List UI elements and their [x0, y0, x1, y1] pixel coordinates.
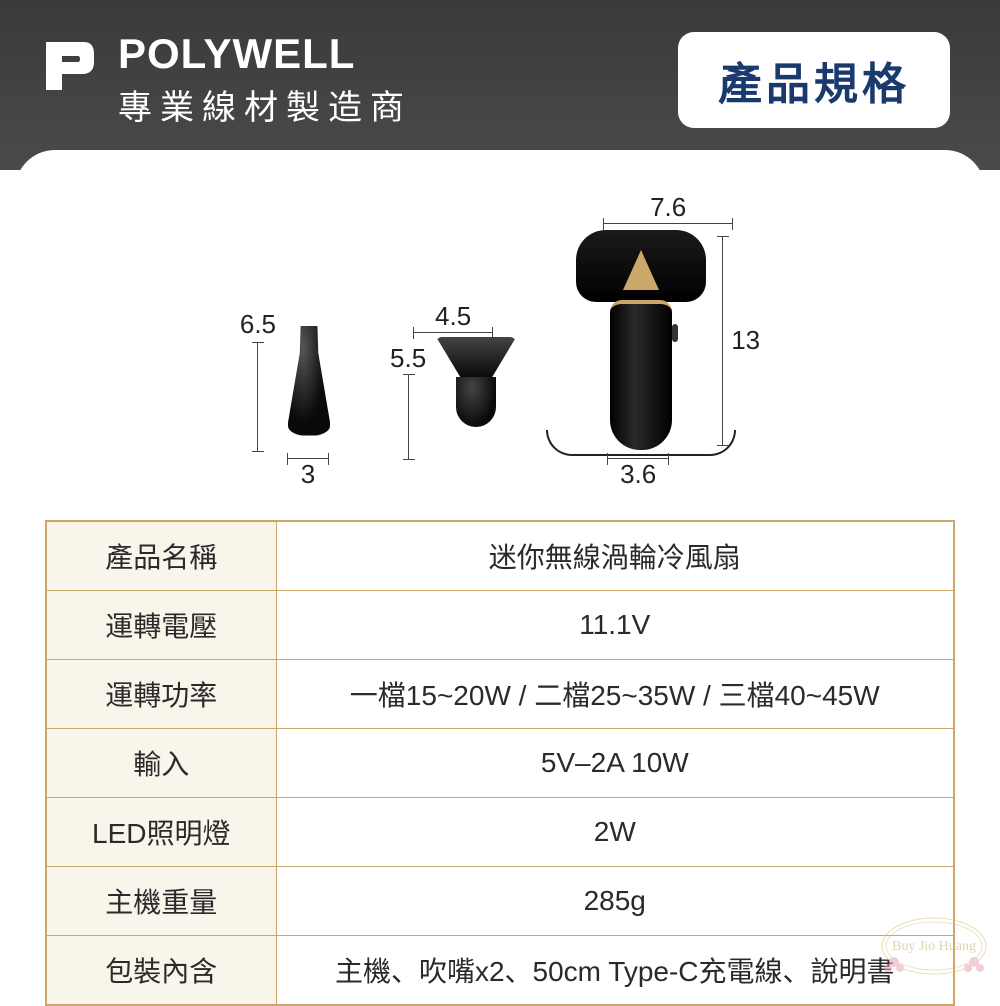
brand-name: POLYWELL: [118, 30, 412, 78]
nozzle-2: 4.5 5.5: [390, 301, 516, 460]
dim-nozzle1-width: 3: [301, 459, 315, 490]
table-row: 包裝內含主機、吹嘴x2、50cm Type-C充電線、說明書: [46, 936, 954, 1006]
spec-value: 285g: [276, 867, 954, 936]
logo-text: POLYWELL 專業線材製造商: [118, 30, 412, 129]
spec-label: LED照明燈: [46, 798, 276, 867]
spec-label: 運轉電壓: [46, 591, 276, 660]
brand-subtitle: 專業線材製造商: [118, 80, 412, 129]
nozzle2-shape: [436, 337, 516, 427]
table-row: 主機重量285g: [46, 867, 954, 936]
dim-nozzle1-height: 6.5: [240, 309, 276, 340]
spec-value: 一檔15~20W / 二檔25~35W / 三檔40~45W: [276, 660, 954, 729]
table-row: 產品名稱迷你無線渦輪冷風扇: [46, 521, 954, 591]
brand-logo-icon: [40, 36, 100, 96]
device-shape: [576, 230, 706, 450]
spec-table: 產品名稱迷你無線渦輪冷風扇運轉電壓11.1V運轉功率一檔15~20W / 二檔2…: [45, 520, 955, 1006]
spec-value: 迷你無線渦輪冷風扇: [276, 521, 954, 591]
spec-label: 主機重量: [46, 867, 276, 936]
main-device: 7.6 13 3.6: [576, 192, 760, 490]
table-row: 輸入5V–2A 10W: [46, 729, 954, 798]
table-row: 運轉功率一檔15~20W / 二檔25~35W / 三檔40~45W: [46, 660, 954, 729]
spec-label: 輸入: [46, 729, 276, 798]
logo-block: POLYWELL 專業線材製造商: [40, 30, 412, 129]
spec-value: 主機、吹嘴x2、50cm Type-C充電線、說明書: [276, 936, 954, 1006]
spec-value: 5V–2A 10W: [276, 729, 954, 798]
dim-device-height: 13: [731, 325, 760, 356]
spec-value: 2W: [276, 798, 954, 867]
table-row: 運轉電壓11.1V: [46, 591, 954, 660]
spec-label: 產品名稱: [46, 521, 276, 591]
spec-value: 11.1V: [276, 591, 954, 660]
header: POLYWELL 專業線材製造商 產品規格: [0, 0, 1000, 170]
dimension-diagram: 6.5 3 4.5 5.5: [45, 180, 955, 510]
dim-nozzle2-height: 5.5: [390, 343, 426, 374]
nozzle1-shape: [288, 326, 330, 436]
spec-label: 包裝內含: [46, 936, 276, 1006]
table-row: LED照明燈2W: [46, 798, 954, 867]
spec-badge: 產品規格: [678, 32, 950, 128]
content-card: 6.5 3 4.5 5.5: [15, 150, 985, 985]
dim-nozzle2-topwidth: 4.5: [435, 301, 471, 332]
dim-device-headwidth: 7.6: [650, 192, 686, 223]
spec-label: 運轉功率: [46, 660, 276, 729]
nozzle-1: 6.5 3: [240, 309, 330, 490]
dim-device-handlewidth: 3.6: [620, 459, 656, 490]
